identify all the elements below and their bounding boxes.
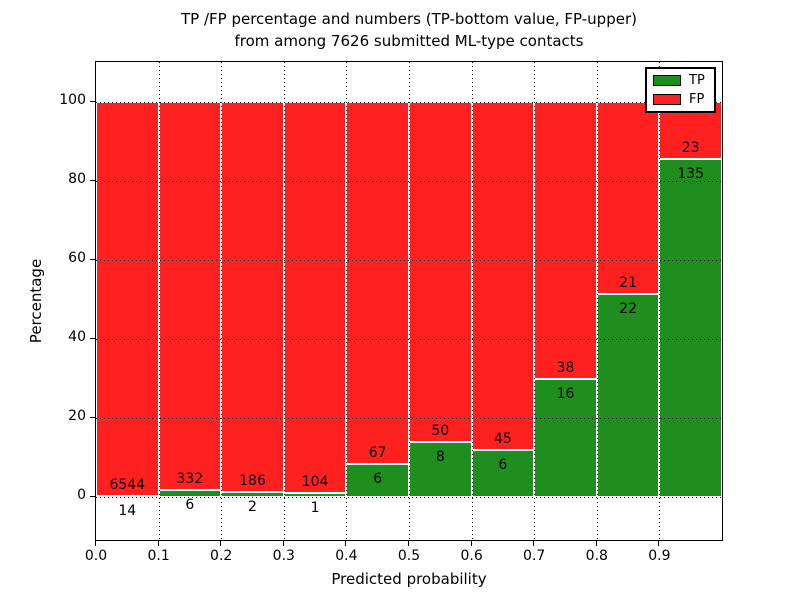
legend: TP FP: [645, 67, 716, 113]
y-tick-label: 80: [68, 170, 86, 187]
x-tick-label: 0.6: [460, 548, 483, 564]
v-gridline: [471, 62, 473, 540]
fp-count-label: 67: [368, 445, 387, 462]
v-gridline: [596, 62, 598, 540]
bar-fp-segment: [346, 101, 409, 465]
v-gridline: [346, 62, 348, 540]
y-tick-label: 60: [68, 249, 86, 266]
x-tick-mark: [595, 541, 597, 546]
legend-swatch-fp-icon: [653, 93, 681, 105]
x-axis-label: Predicted probability: [331, 570, 487, 588]
tp-count-label: 14: [118, 502, 137, 519]
fp-count-label: 104: [301, 473, 329, 490]
tp-count-label: 135: [677, 166, 705, 182]
chart-title: TP /FP percentage and numbers (TP-bottom…: [95, 8, 723, 52]
bar-fp-segment: [158, 101, 222, 490]
tp-count-label: 6: [498, 457, 508, 474]
fp-count-label: 186: [239, 473, 266, 490]
v-gridline: [659, 62, 661, 540]
bar-fp-segment: [221, 101, 284, 493]
y-tick-mark: [90, 179, 95, 181]
x-tick-label: 0.8: [585, 548, 608, 564]
y-tick-label: 100: [59, 91, 86, 108]
bar-fp-segment: [409, 101, 472, 443]
bar-fp-segment: [471, 101, 535, 451]
fp-count-label: 45: [493, 431, 512, 448]
fp-count-label: 332: [176, 470, 204, 487]
bar-fp-segment: [96, 101, 159, 496]
tp-count-label: 16: [556, 386, 575, 403]
bar-tp-segment: [659, 159, 722, 497]
legend-label-fp: FP: [689, 91, 705, 107]
fp-count-label: 23: [681, 140, 700, 156]
bar-tp-segment: [158, 489, 222, 497]
fp-count-label: 38: [556, 360, 575, 377]
fp-count-label: 50: [431, 423, 450, 440]
plot-area: 6544 14 332 6 186 2 104 1 67 6 50 8 45 6 38 16 21 22 23 135: [95, 61, 723, 541]
x-tick-mark: [408, 541, 409, 546]
x-tick-mark: [533, 541, 535, 546]
bar-fp-segment: [283, 101, 347, 493]
tp-count-label: 1: [310, 499, 320, 516]
chart-title-line2: from among 7626 submitted ML-type contac…: [234, 32, 584, 50]
x-tick-mark: [220, 541, 222, 546]
y-tick-label: 0: [77, 486, 86, 503]
legend-entry-fp: FP: [647, 93, 714, 106]
tp-count-label: 8: [435, 449, 445, 466]
x-tick-mark: [157, 541, 159, 546]
tp-count-label: 6: [185, 496, 195, 513]
v-gridline: [221, 62, 223, 540]
x-tick-mark: [95, 541, 96, 546]
bar-tp-segment: [596, 294, 660, 497]
tp-count-label: 2: [248, 499, 257, 516]
v-gridline: [534, 62, 536, 540]
x-tick-mark: [658, 541, 660, 546]
y-tick-label: 40: [68, 328, 86, 345]
x-tick-label: 0.1: [147, 548, 170, 564]
x-tick-mark: [282, 541, 284, 546]
bar-tp-segment: [471, 450, 535, 497]
v-gridline: [158, 62, 160, 540]
y-tick-mark: [90, 258, 95, 260]
x-tick-label: 0.7: [523, 548, 546, 564]
chart-title-line1: TP /FP percentage and numbers (TP-bottom…: [181, 10, 637, 28]
y-tick-mark: [90, 100, 95, 102]
x-tick-label: 0.0: [84, 548, 108, 564]
y-tick-label: 20: [68, 407, 86, 424]
x-tick-mark: [470, 541, 472, 546]
x-tick-label: 0.9: [648, 548, 671, 564]
legend-entry-tp: TP: [647, 74, 714, 87]
bar-fp-segment: [596, 101, 660, 295]
x-tick-label: 0.2: [210, 548, 233, 564]
tp-count-label: 22: [619, 301, 638, 318]
legend-label-tp: TP: [689, 73, 705, 89]
fp-count-label: 6544: [109, 476, 146, 493]
x-tick-mark: [345, 541, 347, 546]
v-gridline: [283, 62, 285, 540]
bar-tp-segment: [534, 379, 597, 497]
bar-tp-segment: [346, 464, 409, 497]
v-gridline: [409, 62, 410, 540]
fp-count-label: 21: [619, 275, 638, 292]
tp-count-label: 6: [373, 471, 383, 488]
y-tick-mark: [90, 416, 95, 418]
x-tick-label: 0.4: [335, 548, 358, 564]
y-tick-mark: [90, 337, 95, 339]
legend-swatch-tp-icon: [653, 75, 681, 87]
bar-fp-segment: [534, 101, 597, 380]
y-tick-mark: [90, 495, 95, 497]
x-tick-label: 0.5: [397, 548, 421, 564]
x-tick-label: 0.3: [272, 548, 295, 564]
